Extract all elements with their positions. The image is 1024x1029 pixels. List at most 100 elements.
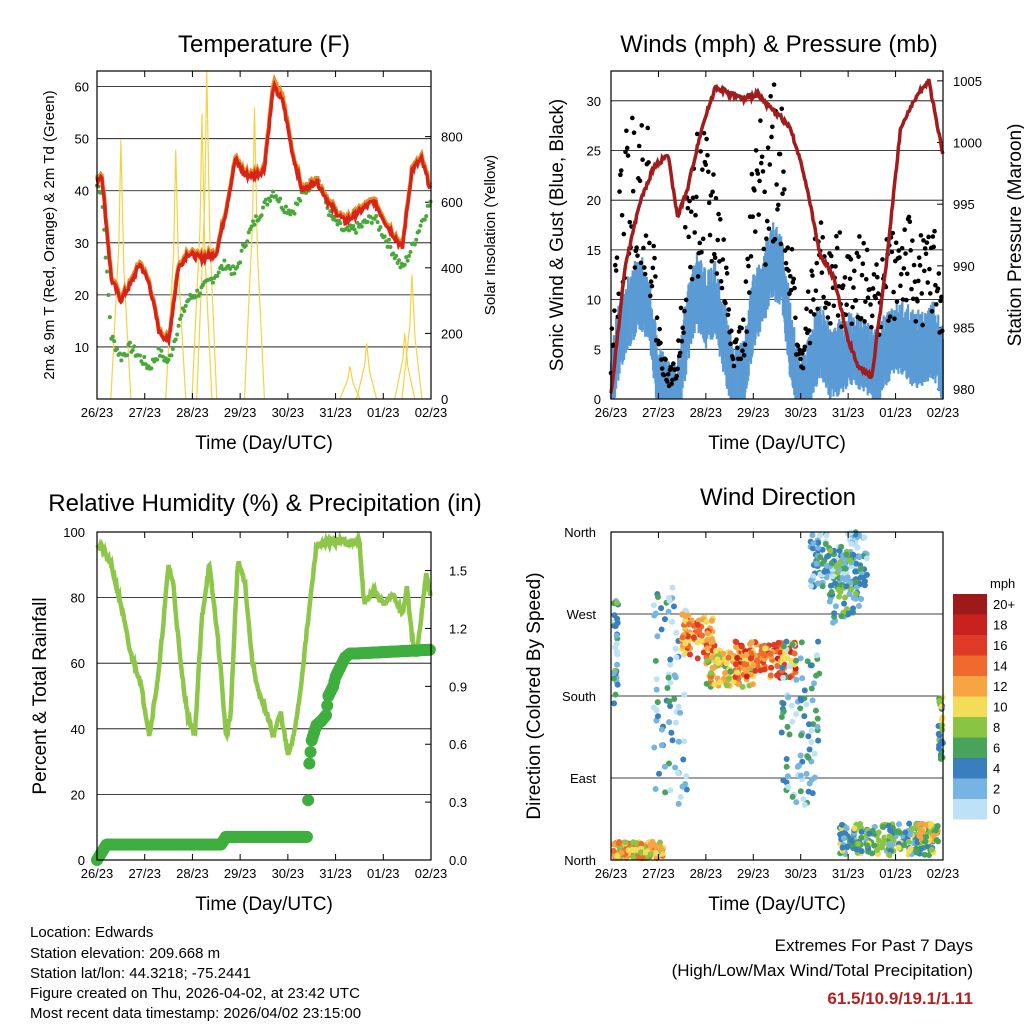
wind-direction-point [839,844,846,851]
wind-gust-point [910,296,916,302]
wind-direction-point [775,639,782,646]
wind-gust-point [718,279,724,284]
wind-gust-point [763,262,768,267]
wind-direction-point [681,738,688,745]
wind-gust-point [808,309,814,314]
wind-gust-point [640,157,645,163]
wind-direction-point [632,840,639,847]
wind-direction-point [642,849,649,856]
wind-direction-point [743,673,750,680]
wind-gust-point [775,207,780,212]
dewpoint-point [169,353,174,358]
dewpoint-point [132,344,137,349]
wind-direction-point [928,846,935,853]
wind-direction-point [815,544,822,551]
insolation-spike [394,333,416,400]
dewpoint-point [365,219,370,224]
humidity-y2tick-label: 0.0 [449,853,467,868]
wind-direction-point [652,610,659,617]
wind-direction-point [817,532,824,539]
winds-xtick-label: 29/23 [737,405,770,420]
temperature-xtick-label: 26/23 [81,405,114,420]
wind-direction-point [815,539,822,546]
wind-direction-point [618,849,625,856]
wind-gust-point [665,379,670,384]
dewpoint-point [295,202,300,207]
dewpoint-point [271,189,276,194]
wind-gust-point [653,274,658,279]
speed-legend-label: 6 [993,741,1000,756]
wind-direction-point [871,842,878,849]
wind-direction-point [806,746,813,753]
wind-direction-point [810,540,817,547]
precipitation-point [423,643,436,656]
wind-direction-point [798,732,805,739]
wind-gust-point [631,130,637,136]
humidity-xtick-label: 27/23 [128,866,161,881]
wind-gust-point [793,315,798,321]
wind-gust-point [825,315,831,320]
wind-gust-point [791,276,796,282]
wind-direction-point [630,854,637,861]
direction-xtick-label: 26/23 [595,866,628,881]
wind-direction-point [833,563,840,570]
wind-gust-point [687,198,692,204]
wind-direction-point [665,674,672,681]
wind-direction-point [905,848,912,855]
wind-direction-point [888,841,895,848]
wind-direction-point [824,553,831,560]
direction-xtick-label: 02/23 [927,866,960,881]
wind-gust-point [681,330,686,335]
wind-gust-point [674,373,680,379]
dewpoint-point [345,225,350,230]
wind-direction-point [797,655,804,662]
insolation-spike [339,366,361,400]
wind-direction-point [614,661,621,668]
humidity-xtick-label: 26/23 [81,866,114,881]
wind-gust-point [738,356,744,362]
wind-gust-point [852,268,857,274]
wind-direction-point [934,838,941,845]
wind-gust-point [870,286,876,291]
wind-gust-point [789,246,795,252]
wind-direction-point [699,632,706,639]
direction-xtick-label: 27/23 [642,866,675,881]
speed-legend-label: 18 [993,618,1007,633]
wind-direction-point [907,831,914,838]
wind-gust-point [659,357,664,362]
wind-gust-point [750,214,756,219]
wind-direction-point [819,583,826,590]
temperature-y2label: Solar Insolation (Yellow) [482,155,499,315]
wind-direction-point [875,837,882,844]
wind-direction-point [817,554,824,561]
humidity-xtick-label: 29/23 [224,866,257,881]
wind-gust-point [831,303,837,309]
wind-direction-point [797,772,804,779]
wind-gust-point [861,240,866,246]
wind-gust-point [857,234,862,239]
wind-direction-point [896,821,903,828]
wind-direction-point [846,591,853,598]
wind-gust-point [693,212,698,218]
wind-direction-point [774,672,781,679]
wind-gust-point [728,341,733,347]
wind-direction-point [858,834,865,841]
wind-direction-point [786,674,793,681]
wind-direction-point [653,850,660,857]
wind-gust-point [765,145,771,151]
wind-gust-point [721,237,726,242]
wind-gust-point [783,260,789,266]
wind-gust-point [909,286,914,292]
wind-direction-point [837,559,844,566]
wind-direction-point [732,661,739,668]
wind-direction-point [672,719,679,726]
dewpoint-point [119,358,124,363]
direction-xtick-label: 01/23 [879,866,912,881]
wind-direction-point [804,753,811,760]
wind-gust-point [782,187,787,192]
wind-gust-point [768,93,773,99]
wind-direction-point [675,703,682,710]
wind-direction-point [677,709,684,716]
wind-gust-point [714,271,720,276]
dewpoint-point [334,218,339,223]
